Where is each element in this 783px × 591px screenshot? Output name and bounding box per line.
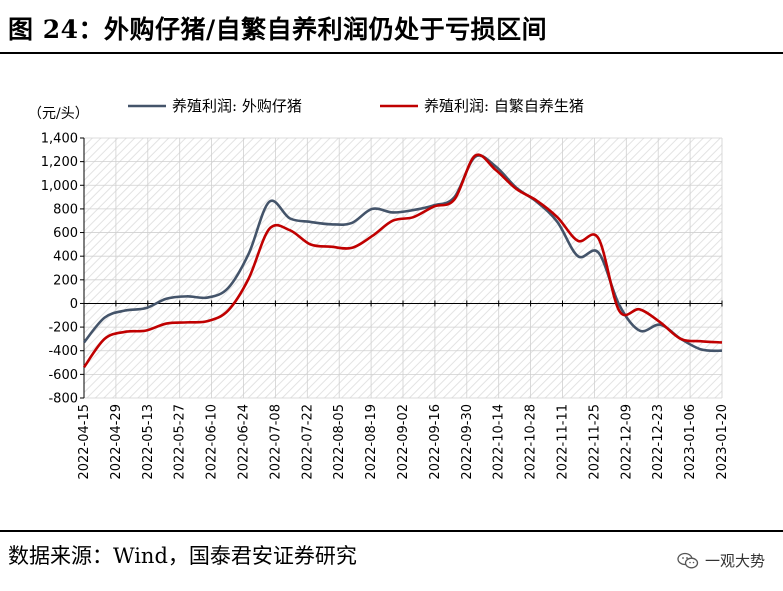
y-tick-label: -600 bbox=[48, 368, 78, 383]
x-tick-label: 2022-11-11 bbox=[556, 404, 571, 480]
x-tick-label: 2022-12-23 bbox=[651, 404, 666, 480]
watermark-text: 一观大势 bbox=[704, 552, 765, 570]
x-axis-ticks: 2022-04-15 2022-04-29 2022-05-13 2022-05-27… bbox=[77, 300, 730, 480]
legend-label: 养殖利润: 外购仔猪 bbox=[172, 97, 302, 115]
x-tick-label: 2022-08-19 bbox=[364, 404, 379, 480]
x-tick-label: 2022-04-29 bbox=[109, 404, 124, 480]
y-tick-label: -200 bbox=[48, 321, 78, 336]
x-tick-label: 2023-01-06 bbox=[683, 404, 698, 480]
x-tick-label: 2022-09-30 bbox=[460, 404, 475, 480]
x-tick-label: 2022-09-16 bbox=[428, 404, 443, 480]
x-tick-label: 2022-11-25 bbox=[587, 404, 602, 480]
x-tick-label: 2022-04-15 bbox=[77, 404, 92, 480]
y-tick-label: 1,200 bbox=[41, 155, 78, 170]
figure-title: 图 24：外购仔猪/自繁自养利润仍处于亏损区间 bbox=[8, 15, 548, 44]
y-tick-label: 200 bbox=[53, 273, 78, 288]
source-divider bbox=[0, 530, 783, 532]
x-tick-label: 2022-05-27 bbox=[173, 404, 188, 480]
x-tick-label: 2022-10-14 bbox=[492, 404, 507, 480]
y-tick-label: -400 bbox=[48, 344, 78, 359]
y-axis-ticks: 1,400 1,200 1,000 800 600 400 200 0 -200 -400 -600… bbox=[41, 132, 84, 407]
x-tick-label: 2022-08-05 bbox=[332, 404, 347, 480]
y-tick-label: 400 bbox=[53, 250, 78, 265]
y-tick-label: -800 bbox=[48, 392, 78, 407]
series-lines bbox=[82, 153, 723, 369]
title-divider bbox=[0, 52, 783, 54]
x-tick-label: 2022-06-24 bbox=[237, 404, 252, 480]
chart-legend: 养殖利润: 外购仔猪 养殖利润: 自繁自养生猪 bbox=[128, 97, 584, 115]
x-tick-label: 2023-01-20 bbox=[715, 404, 730, 480]
series-line-self-bred bbox=[82, 153, 723, 369]
x-tick-label: 2022-07-08 bbox=[268, 404, 283, 480]
wechat-icon bbox=[677, 552, 699, 568]
source-note: 数据来源：Wind，国泰君安证券研究 bbox=[8, 544, 357, 568]
x-tick-label: 2022-09-02 bbox=[396, 404, 411, 480]
legend-label: 养殖利润: 自繁自养生猪 bbox=[424, 97, 584, 115]
line-chart: （元/头） 养殖利润: 外购仔猪 养殖利润: 自繁自养生猪 1,4001,2001… bbox=[28, 97, 730, 480]
y-axis-unit: （元/头） bbox=[28, 106, 89, 122]
x-tick-label: 2022-06-10 bbox=[205, 404, 220, 480]
y-tick-label: 1,400 bbox=[41, 132, 78, 147]
x-tick-label: 2022-10-28 bbox=[524, 404, 539, 480]
y-tick-label: 1,000 bbox=[41, 179, 78, 194]
y-tick-label: 800 bbox=[53, 202, 78, 217]
y-tick-label: 0 bbox=[70, 297, 78, 312]
y-tick-label: 600 bbox=[53, 226, 78, 241]
series-line-purchased-piglets bbox=[82, 154, 723, 353]
x-tick-label: 2022-05-13 bbox=[141, 404, 156, 480]
grid-lines bbox=[83, 137, 723, 399]
x-tick-label: 2022-07-22 bbox=[300, 404, 315, 480]
watermark: 一观大势 bbox=[677, 550, 765, 571]
x-tick-label: 2022-12-09 bbox=[619, 404, 634, 480]
